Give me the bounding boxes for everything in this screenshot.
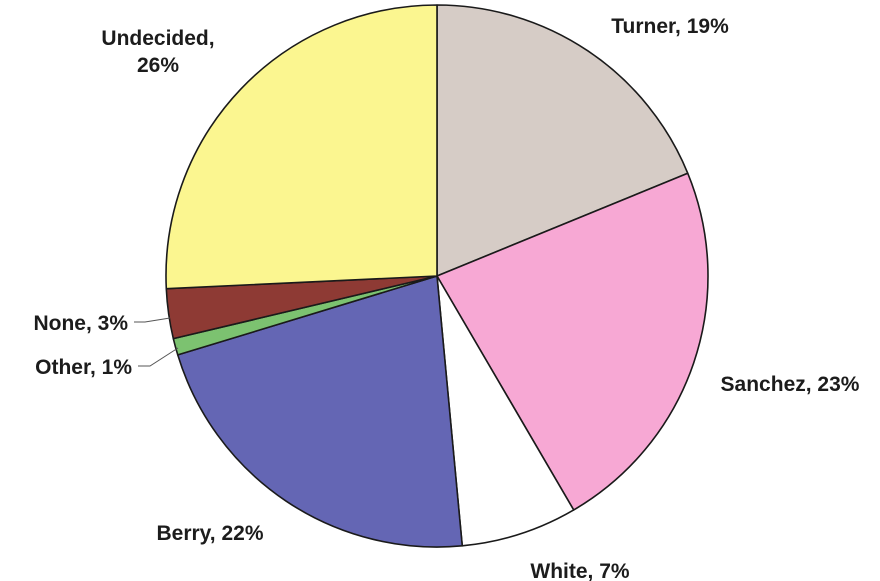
slice-label-sanchez: Sanchez, 23% <box>721 373 860 396</box>
pie-slice-turner <box>436 4 689 277</box>
slice-label-turner: Turner, 19% <box>611 15 729 38</box>
leader-line-other <box>138 347 179 367</box>
slice-label-none: None, 3% <box>33 312 128 335</box>
slice-label-undecided: Undecided, 26% <box>101 27 214 77</box>
slice-labels: Turner, 19% Sanchez, 23% White, 7% Berry, 2… <box>33 15 859 581</box>
pie-slice-berry <box>176 275 464 548</box>
pie-slices <box>165 4 709 548</box>
leader-lines <box>134 317 179 367</box>
slice-label-undecided-line-2: 26% <box>137 54 179 77</box>
slice-label-white: White, 7% <box>530 560 630 581</box>
slice-label-berry: Berry, 22% <box>156 522 263 545</box>
pie-slice-sanchez <box>436 172 709 511</box>
slice-label-undecided-line-1: Undecided, <box>101 27 214 50</box>
pie-slice-undecided <box>165 4 438 290</box>
leader-line-none <box>134 317 171 323</box>
slice-label-other: Other, 1% <box>35 356 132 379</box>
pie-slice-white <box>436 275 575 547</box>
